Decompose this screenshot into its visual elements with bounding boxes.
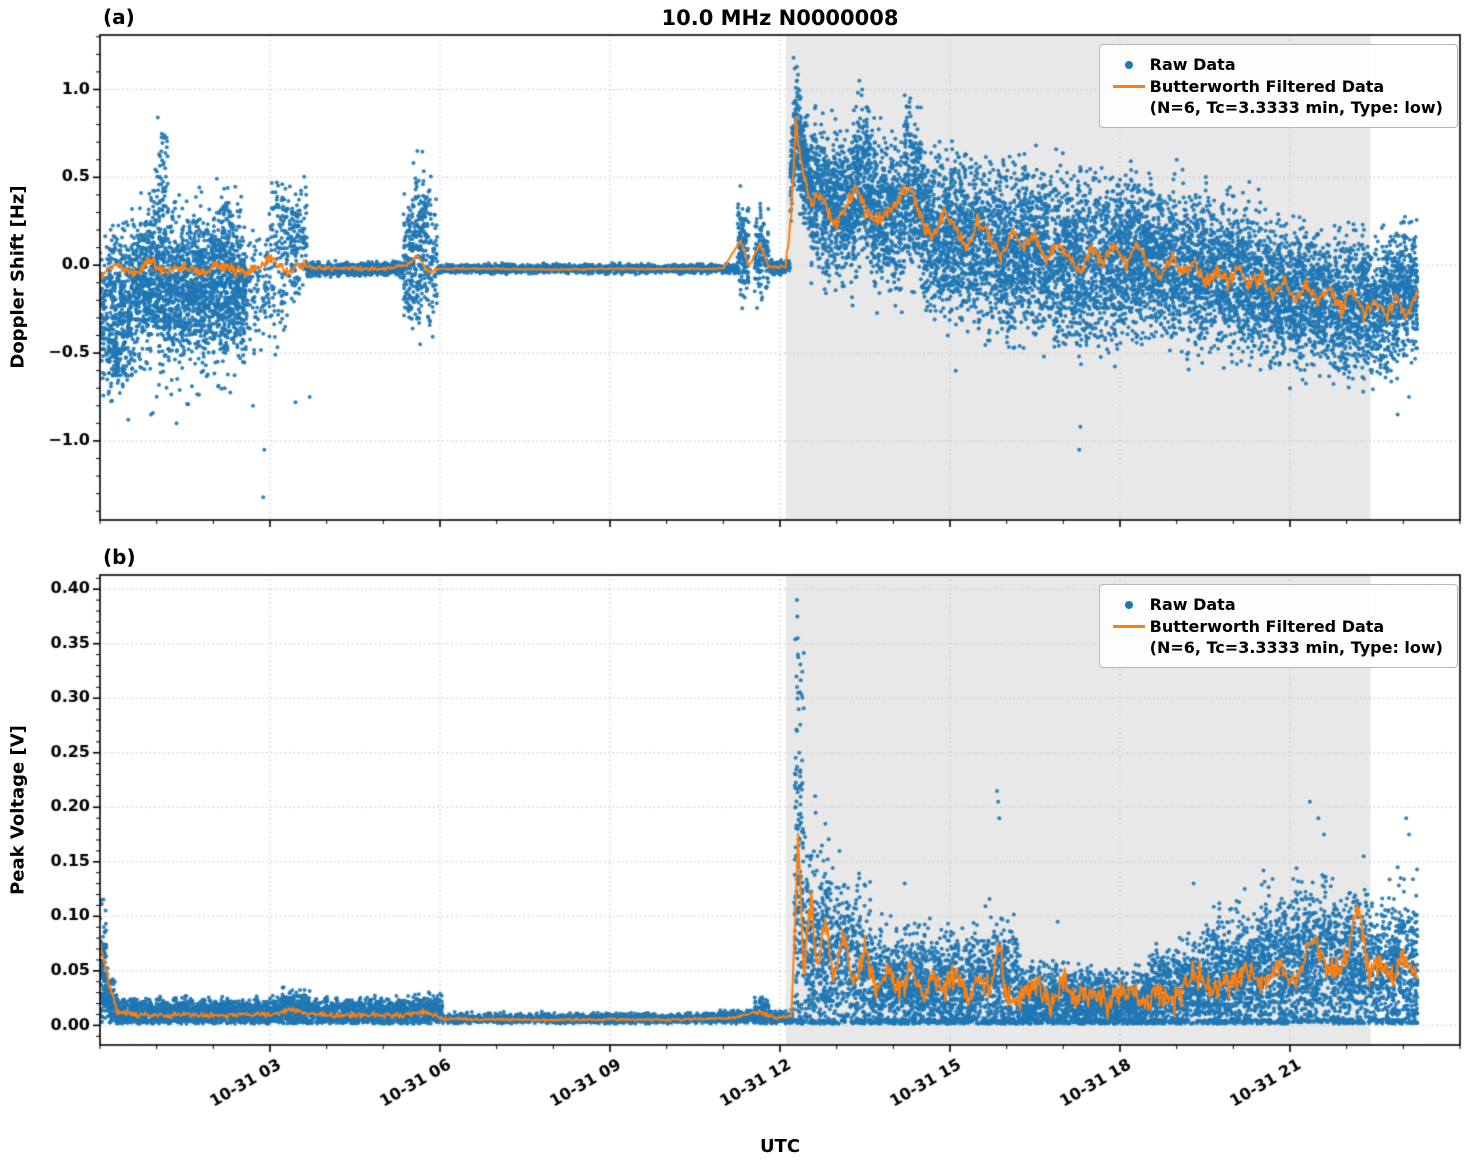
- y-axis-label-voltage: Peak Voltage [V]: [7, 725, 29, 895]
- y-axis-label-doppler: Doppler Shift [Hz]: [7, 185, 29, 369]
- legend-entry-filtered: Butterworth Filtered Data (N=6, Tc=3.333…: [1108, 616, 1443, 658]
- legend-panel-a: Raw Data Butterworth Filtered Data (N=6,…: [1098, 44, 1458, 129]
- legend-raw-label: Raw Data: [1149, 595, 1236, 614]
- legend-filtered-label-line1: Butterworth Filtered Data: [1149, 617, 1385, 637]
- raw-data-dot-icon: [1108, 54, 1150, 75]
- legend-panel-b: Raw Data Butterworth Filtered Data (N=6,…: [1098, 584, 1458, 669]
- legend-filtered-label-line2: (N=6, Tc=3.3333 min, Type: low): [1149, 638, 1443, 658]
- legend-filtered-label-line2: (N=6, Tc=3.3333 min, Type: low): [1149, 98, 1443, 118]
- legend-filtered-label: Butterworth Filtered Data (N=6, Tc=3.333…: [1150, 76, 1443, 118]
- legend-raw-label: Raw Data: [1149, 55, 1236, 74]
- legend-entry-filtered: Butterworth Filtered Data (N=6, Tc=3.333…: [1108, 76, 1443, 118]
- legend-entry-raw: Raw Data: [1108, 54, 1443, 75]
- filtered-line-icon: [1108, 76, 1150, 97]
- legend-filtered-label: Butterworth Filtered Data (N=6, Tc=3.333…: [1150, 616, 1443, 658]
- figure-title: 10.0 MHz N0000008: [661, 6, 899, 30]
- filtered-line-icon: [1108, 616, 1150, 637]
- x-axis-label: UTC: [759, 1136, 801, 1157]
- raw-data-dot-icon: [1108, 594, 1150, 615]
- legend-entry-raw: Raw Data: [1108, 594, 1443, 615]
- panel-b-label: (b): [103, 545, 136, 569]
- legend-filtered-label-line1: Butterworth Filtered Data: [1149, 77, 1385, 97]
- panel-a-label: (a): [103, 5, 135, 29]
